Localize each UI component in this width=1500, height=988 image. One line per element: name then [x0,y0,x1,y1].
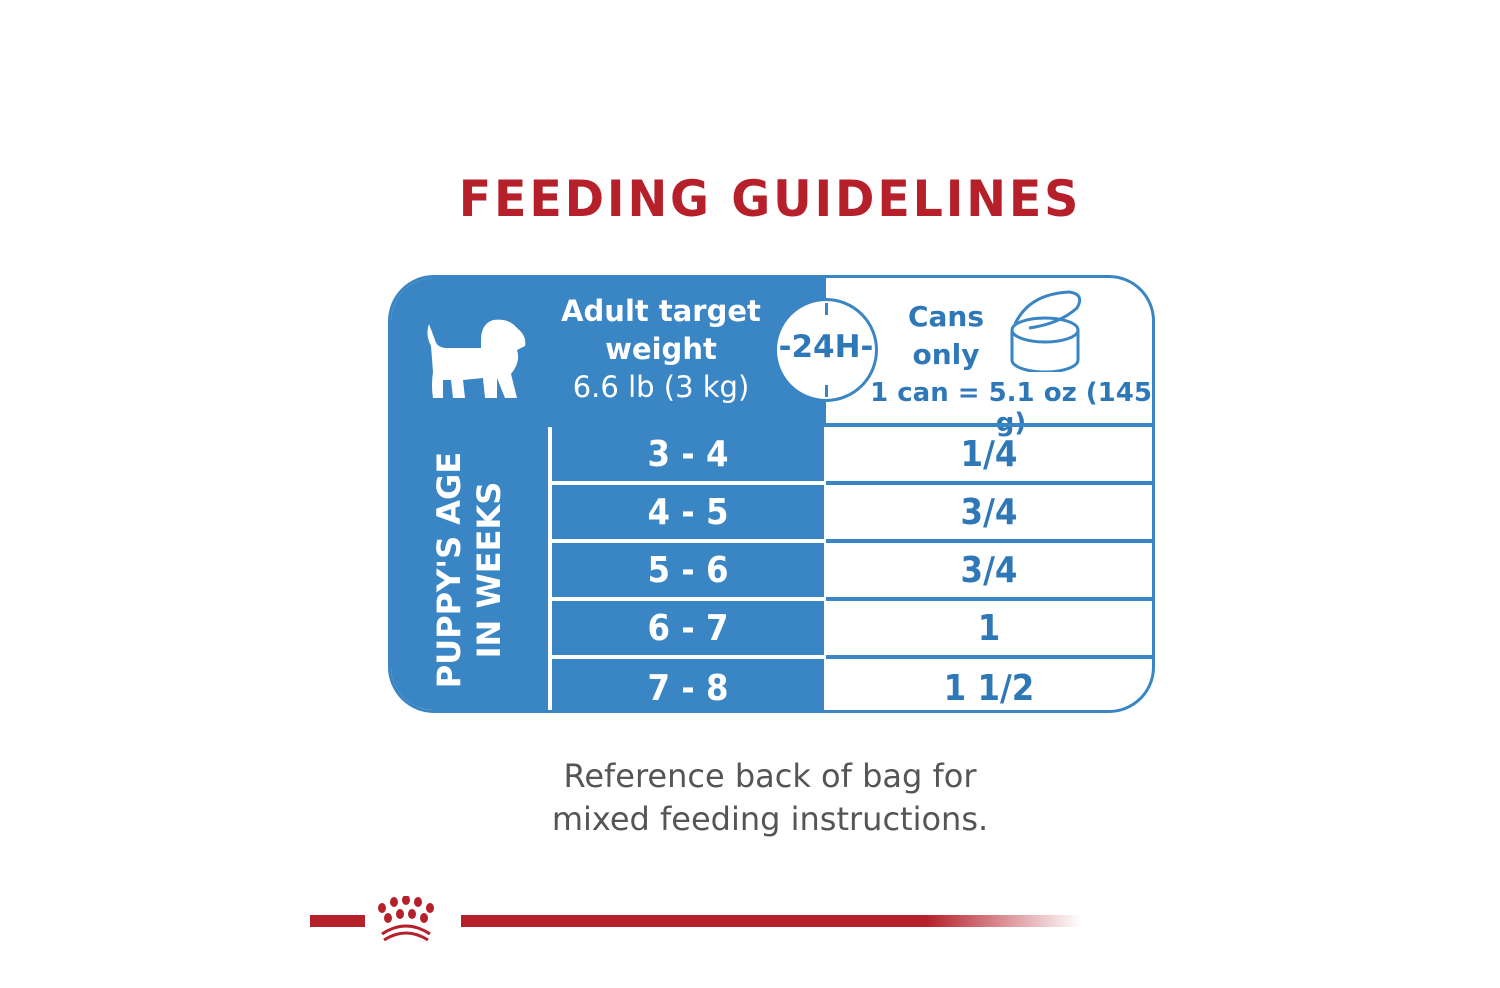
cans-label-line2: only [912,338,980,371]
table-row: 5 - 6 3/4 [391,543,1152,601]
weight-value: 6.6 lb (3 kg) [572,370,750,404]
table-row: 6 - 7 1 [391,601,1152,659]
brand-line-left [310,915,365,927]
table-row: 7 - 8 1 1/2 [391,659,1152,710]
table-row: 3 - 4 1/4 [391,427,1152,485]
can-icon [1010,290,1082,372]
note-line2: mixed feeding instructions. [551,800,989,838]
mixed-feeding-note: Reference back of bag for mixed feeding … [0,755,1500,841]
age-cell: 3 - 4 [552,427,824,481]
age-cell: 6 - 7 [552,601,824,655]
age-cell: 5 - 6 [552,543,824,597]
amount-cell: 3/4 [960,549,1018,591]
cans-label-line1: Cans [907,300,985,333]
feeding-table: Adult target weight 6.6 lb (3 kg) -24H- … [388,275,1155,713]
amount-cell: 1/4 [960,433,1018,475]
age-cell: 4 - 5 [552,485,824,539]
page-title: FEEDING GUIDELINES [458,170,1082,228]
note-line1: Reference back of bag for [563,757,977,795]
brand-line-right [461,915,1081,927]
puppy-icon [427,319,526,398]
table-row: 4 - 5 3/4 [391,485,1152,543]
clock-24h-icon: -24H- [774,298,878,402]
amount-cell: 1 [977,607,1001,649]
side-label-cell [391,427,548,710]
age-cell: 7 - 8 [552,659,824,710]
period-label: 24H [791,329,861,365]
can-size: 1 can = 5.1 oz (145 g) [870,378,1152,438]
amount-cell: 3/4 [960,491,1018,533]
weight-label-line1: Adult target [561,294,761,328]
royal-canin-crown-logo [378,896,434,942]
weight-label-line2: weight [605,332,717,366]
amount-cell: 1 1/2 [943,667,1035,709]
